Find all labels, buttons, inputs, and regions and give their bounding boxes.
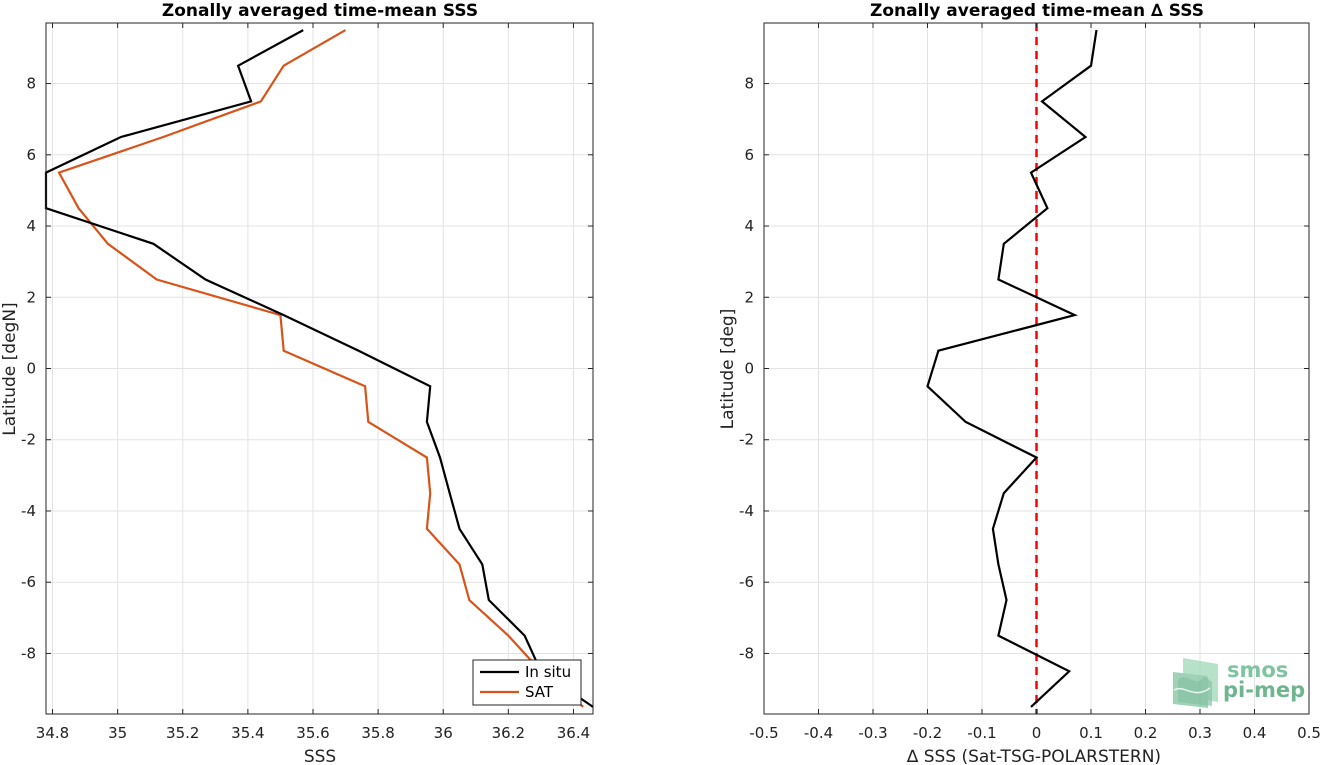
x-tick-label: 35.6 — [296, 724, 329, 742]
legend-box — [472, 659, 582, 706]
y-tick-label: 8 — [26, 75, 36, 93]
y-tick-label: -4 — [739, 502, 754, 520]
x-tick-label: 36 — [434, 724, 453, 742]
x-tick-label: 0.5 — [1297, 724, 1321, 742]
x-tick-label: 35.4 — [231, 724, 264, 742]
y-tick-label: 4 — [744, 217, 754, 235]
series-line-sat — [57, 29, 584, 708]
x-tick-label: 0.3 — [1188, 724, 1212, 742]
x-axis-label: ∆ SSS (Sat-TSG-POLARSTERN) — [906, 747, 1161, 765]
y-tick-label: -8 — [21, 644, 36, 662]
y-axis-label: Latitude [deg] — [718, 309, 738, 430]
delta-sss-chart-panel: Zonally averaged time-mean ∆ SSS -0.5 -0.… — [718, 1, 1321, 765]
y-tick-label: 0 — [744, 360, 754, 378]
chart-title: Zonally averaged time-mean ∆ SSS — [870, 1, 1204, 21]
y-tick-label: 6 — [26, 146, 36, 164]
series-lines — [44, 29, 594, 708]
x-tick-label: 0.2 — [1134, 724, 1158, 742]
logo-text-smos: smos — [1227, 658, 1288, 682]
y-tick-label: -8 — [739, 644, 754, 662]
y-axis-label: Latitude [degN] — [0, 302, 20, 435]
tick-labels: -0.5 -0.4 -0.3 -0.2 -0.1 0 0.1 0.2 0.3 0.4 0.5 8 6 4 2… — [739, 23, 1321, 742]
logo-text-pimep: pi-mep — [1223, 678, 1305, 702]
y-tick-label: -2 — [739, 431, 754, 449]
x-tick-label: 35 — [108, 724, 127, 742]
tick-labels: 34.8 35 35.2 35.4 35.6 35.8 36 36.2 36.4 8 6 4 2 0 -2 -… — [21, 23, 593, 742]
legend: In situ SAT — [472, 659, 582, 706]
y-tick-label: -6 — [21, 573, 36, 591]
series-line-delta-sss — [926, 29, 1098, 708]
smos-pi-mep-logo: smos pi-mep — [1173, 658, 1305, 708]
sss-chart-panel: Zonally averaged time-mean SSS 34.8 35 35.… — [0, 1, 594, 765]
series-lines — [926, 23, 1098, 714]
x-tick-label: 36.4 — [557, 724, 590, 742]
y-tick-label: 4 — [26, 217, 36, 235]
y-tick-label: 6 — [744, 146, 754, 164]
grid — [46, 23, 593, 714]
x-tick-label: -0.5 — [749, 724, 778, 742]
y-tick-label: -2 — [21, 431, 36, 449]
legend-label-sat: SAT — [525, 683, 554, 701]
chart-title: Zonally averaged time-mean SSS — [162, 1, 478, 21]
x-tick-label: 0 — [1032, 724, 1042, 742]
y-tick-label: 2 — [26, 288, 36, 306]
y-tick-label: -6 — [739, 573, 754, 591]
x-tick-label: -0.1 — [967, 724, 996, 742]
series-line-in-situ — [44, 29, 594, 708]
logo-mark-icon — [1173, 658, 1218, 708]
legend-label-insitu: In situ — [525, 663, 571, 681]
x-tick-label: 34.8 — [36, 724, 69, 742]
x-tick-label: 35.8 — [361, 724, 394, 742]
x-tick-label: -0.2 — [913, 724, 942, 742]
x-tick-label: -0.3 — [858, 724, 887, 742]
y-tick-label: -4 — [21, 502, 36, 520]
x-tick-label: -0.4 — [804, 724, 833, 742]
x-tick-label: 36.2 — [492, 724, 525, 742]
y-tick-label: 8 — [744, 75, 754, 93]
x-axis-label: SSS — [304, 747, 336, 765]
y-tick-label: 0 — [26, 360, 36, 378]
x-tick-label: 35.2 — [166, 724, 199, 742]
x-tick-label: 0.1 — [1079, 724, 1103, 742]
y-tick-label: 2 — [744, 288, 754, 306]
x-tick-label: 0.4 — [1243, 724, 1267, 742]
